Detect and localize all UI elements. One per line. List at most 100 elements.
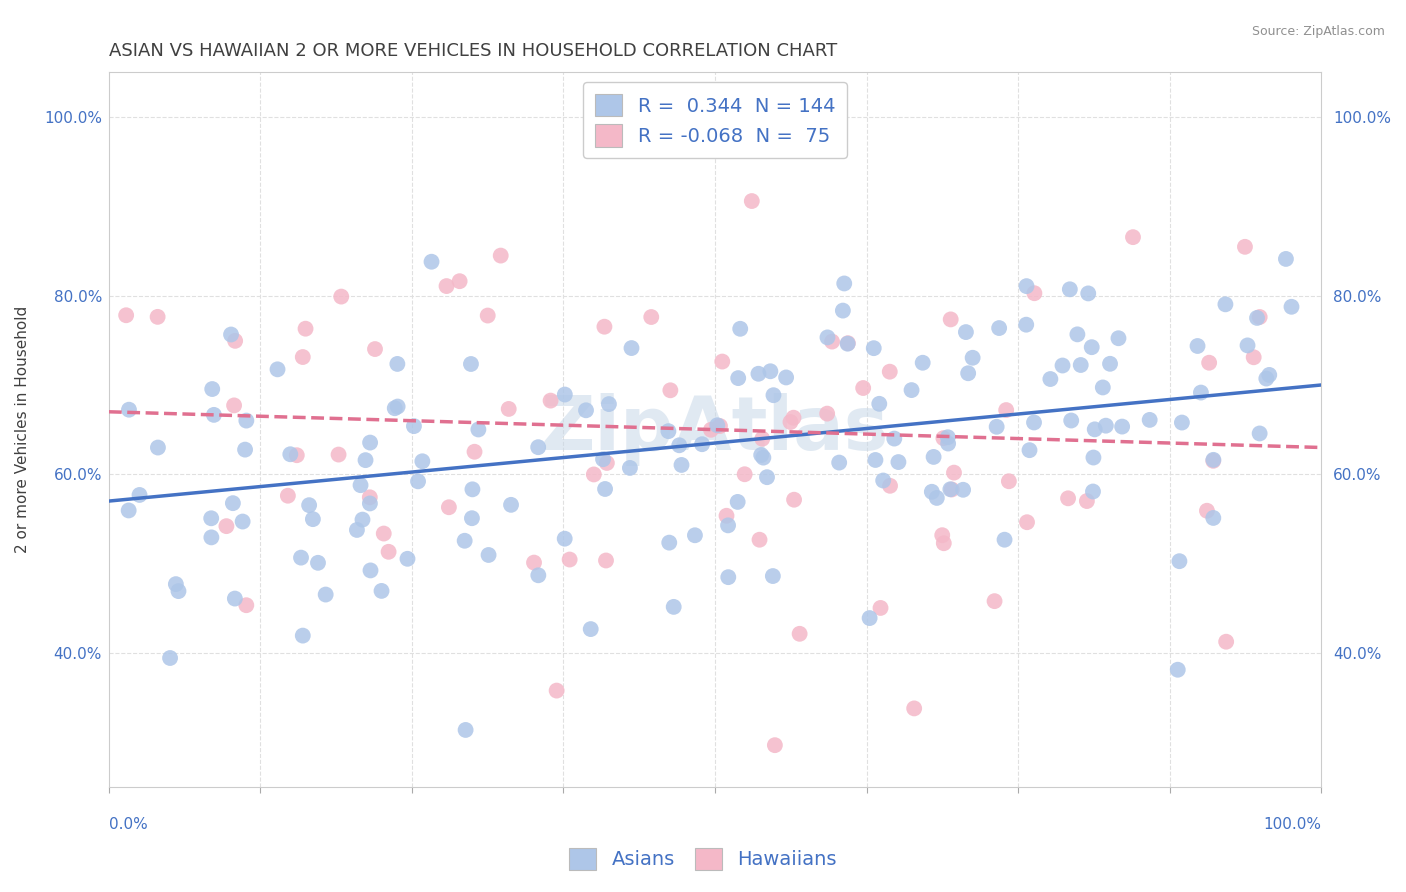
Point: [749, 448, 772, 462]
Point: [789, 627, 811, 641]
Point: [988, 321, 1011, 335]
Point: [619, 461, 641, 475]
Point: [159, 651, 181, 665]
Point: [1139, 413, 1161, 427]
Point: [302, 512, 325, 526]
Point: [224, 334, 246, 348]
Point: [461, 511, 484, 525]
Point: [402, 419, 425, 434]
Point: [832, 277, 855, 291]
Point: [1202, 511, 1225, 525]
Point: [957, 366, 980, 380]
Point: [377, 545, 399, 559]
Point: [595, 553, 617, 567]
Point: [128, 488, 150, 502]
Point: [294, 321, 316, 335]
Point: [1187, 339, 1209, 353]
Point: [436, 279, 458, 293]
Point: [266, 362, 288, 376]
Point: [995, 403, 1018, 417]
Point: [716, 508, 738, 523]
Point: [460, 357, 482, 371]
Point: [921, 484, 943, 499]
Point: [620, 341, 643, 355]
Point: [290, 550, 312, 565]
Point: [359, 435, 381, 450]
Point: [1189, 385, 1212, 400]
Point: [1168, 554, 1191, 568]
Point: [1258, 368, 1281, 382]
Point: [700, 423, 723, 437]
Point: [962, 351, 984, 365]
Point: [232, 515, 254, 529]
Point: [762, 388, 785, 402]
Point: [582, 467, 605, 482]
Point: [146, 441, 169, 455]
Point: [349, 478, 371, 492]
Point: [1080, 340, 1102, 354]
Point: [461, 483, 484, 497]
Text: Source: ZipAtlas.com: Source: ZipAtlas.com: [1251, 25, 1385, 38]
Point: [277, 489, 299, 503]
Point: [554, 532, 576, 546]
Point: [1256, 371, 1278, 385]
Point: [200, 511, 222, 525]
Point: [498, 401, 520, 416]
Point: [936, 436, 959, 450]
Point: [454, 723, 477, 737]
Point: [233, 442, 256, 457]
Point: [346, 523, 368, 537]
Point: [278, 447, 301, 461]
Text: ASIAN VS HAWAIIAN 2 OR MORE VEHICLES IN HOUSEHOLD CORRELATION CHART: ASIAN VS HAWAIIAN 2 OR MORE VEHICLES IN …: [108, 42, 837, 60]
Point: [1015, 279, 1038, 293]
Point: [887, 455, 910, 469]
Point: [1122, 230, 1144, 244]
Point: [717, 518, 740, 533]
Point: [817, 330, 839, 344]
Point: [1236, 338, 1258, 352]
Point: [1167, 663, 1189, 677]
Point: [1077, 286, 1099, 301]
Point: [467, 422, 489, 436]
Point: [925, 491, 948, 505]
Point: [370, 583, 392, 598]
Point: [941, 483, 963, 497]
Point: [931, 528, 953, 542]
Point: [165, 577, 187, 591]
Point: [219, 327, 242, 342]
Point: [879, 365, 901, 379]
Point: [728, 322, 751, 336]
Point: [1018, 443, 1040, 458]
Point: [900, 383, 922, 397]
Point: [762, 569, 785, 583]
Point: [118, 503, 141, 517]
Point: [837, 336, 859, 351]
Point: [831, 303, 853, 318]
Point: [1091, 380, 1114, 394]
Point: [662, 599, 685, 614]
Point: [364, 342, 387, 356]
Point: [387, 357, 409, 371]
Point: [373, 526, 395, 541]
Point: [384, 401, 406, 416]
Point: [477, 548, 499, 562]
Point: [598, 397, 620, 411]
Point: [756, 470, 779, 484]
Point: [1246, 310, 1268, 325]
Point: [359, 496, 381, 510]
Point: [291, 629, 314, 643]
Point: [222, 398, 245, 412]
Point: [449, 274, 471, 288]
Point: [903, 701, 925, 715]
Point: [593, 482, 616, 496]
Point: [986, 419, 1008, 434]
Point: [1171, 416, 1194, 430]
Point: [1107, 331, 1129, 345]
Point: [1084, 422, 1107, 436]
Point: [711, 354, 734, 368]
Point: [706, 418, 728, 433]
Point: [775, 370, 797, 384]
Point: [748, 533, 770, 547]
Point: [330, 290, 353, 304]
Point: [993, 533, 1015, 547]
